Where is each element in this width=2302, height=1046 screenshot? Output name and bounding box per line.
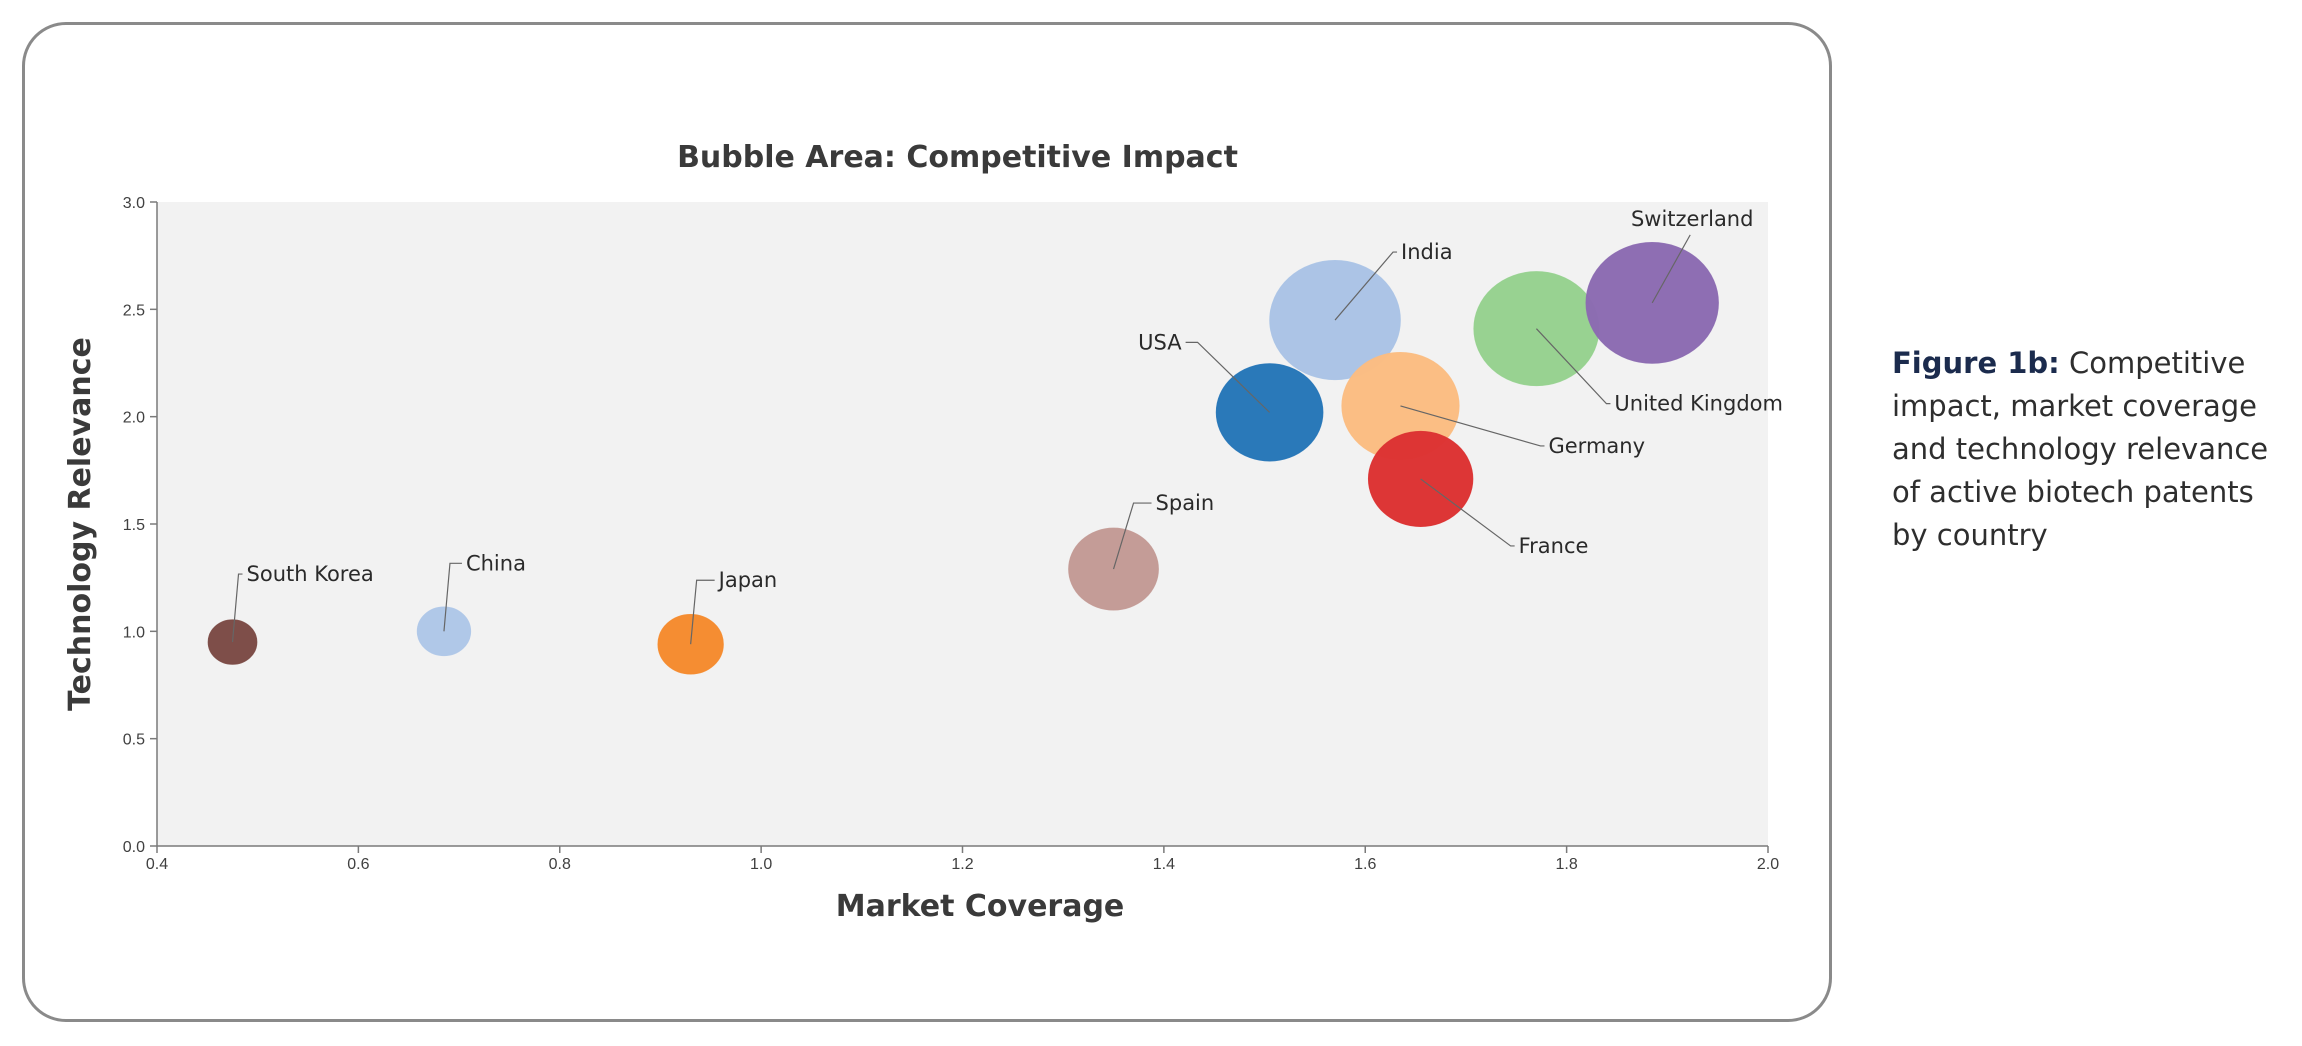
x-tick-label: 1.0	[750, 856, 772, 873]
y-tick-label: 2.5	[123, 302, 145, 319]
bubble-label-united-kingdom: United Kingdom	[1614, 392, 1783, 416]
leader-line-france	[1420, 478, 1515, 547]
leader-line-usa	[1185, 341, 1271, 413]
y-tick-label: 3.0	[123, 195, 145, 212]
bubble-labels: South Korea China Japan Spain USA India German…	[231, 207, 1783, 645]
bubble-label-china: China	[466, 551, 526, 575]
y-tick-label: 0.5	[123, 732, 145, 749]
leader-line-india	[1334, 251, 1398, 321]
bubble-label-japan: Japan	[717, 568, 778, 592]
leader-line-japan	[690, 579, 715, 645]
figure-caption: Figure 1b: Competitive impact, market co…	[1892, 342, 2292, 557]
leader-line-spain	[1112, 502, 1152, 570]
bubble-label-spain: Spain	[1156, 491, 1215, 515]
y-tick-label: 2.0	[123, 410, 145, 427]
x-axis-title: Market Coverage	[836, 889, 1125, 924]
figure-caption-label: Figure 1b:	[1892, 346, 2060, 380]
y-tick-label: 1.5	[123, 517, 145, 534]
x-tick-label: 0.6	[347, 856, 369, 873]
x-tick-label: 0.4	[146, 856, 168, 873]
bubble-label-france: France	[1519, 534, 1589, 558]
leader-line-china	[443, 562, 462, 632]
bubble-label-switzerland: Switzerland	[1631, 207, 1754, 231]
bubble-label-india: India	[1401, 240, 1453, 264]
bubble-label-usa: USA	[1138, 330, 1182, 354]
leader-line-switzerland	[1651, 234, 1691, 304]
figure-caption-text: Competitive impact, market coverage and …	[1892, 346, 2269, 552]
x-tick-label: 1.6	[1354, 856, 1376, 873]
x-tick-label: 1.4	[1153, 856, 1175, 873]
x-tick-label: 1.8	[1556, 856, 1578, 873]
x-tick-label: 0.8	[549, 856, 571, 873]
bubble-label-germany: Germany	[1548, 434, 1645, 458]
ticks: 0.4 0.6 0.8 1.0 1.2 1.4 1.6 1.8 2.0 0.0 0.5 1.0 1.5 2…	[123, 195, 1779, 873]
bubble-spain	[1068, 527, 1159, 611]
x-tick-label: 1.2	[951, 856, 973, 873]
leader-line-south-korea	[231, 573, 243, 643]
y-tick-label: 0.0	[123, 839, 145, 856]
chart-title: Bubble Area: Competitive Impact	[677, 140, 1238, 175]
bubble-label-south-korea: South Korea	[247, 562, 374, 586]
leader-line-united-kingdom	[1535, 328, 1611, 405]
x-tick-label: 2.0	[1757, 856, 1779, 873]
y-tick-label: 1.0	[123, 624, 145, 641]
bubble-japan	[657, 613, 724, 675]
y-axis-title: Technology Relevance	[63, 337, 98, 711]
leader-line-germany	[1400, 405, 1545, 447]
